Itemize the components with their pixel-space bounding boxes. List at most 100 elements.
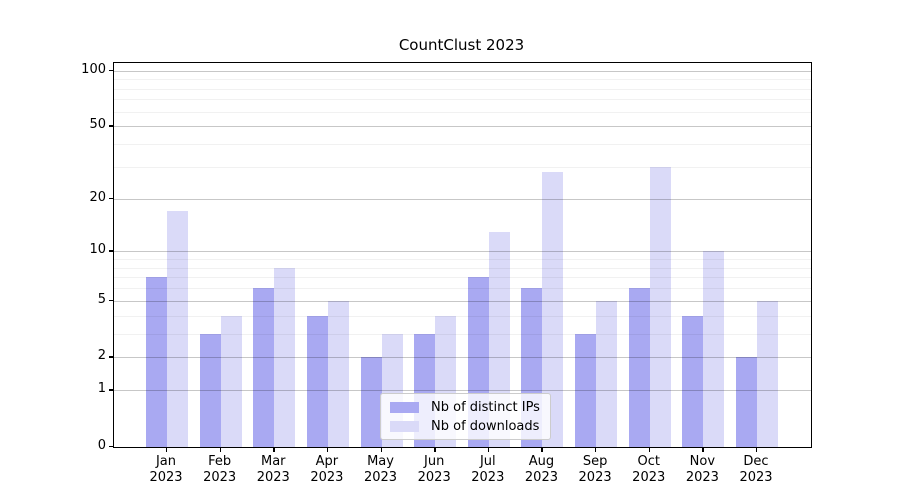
bar-downloads	[649, 167, 671, 447]
major-gridline	[114, 198, 811, 200]
bar-downloads	[220, 315, 242, 447]
y-tick-mark	[109, 69, 113, 72]
x-tick-label: Mar 2023	[245, 454, 301, 486]
x-tick-mark	[380, 448, 382, 452]
x-tick-year: 2023	[524, 470, 558, 485]
y-tick-label: 100	[81, 61, 106, 77]
minor-gridline	[114, 88, 811, 90]
minor-gridline	[114, 315, 811, 317]
x-tick-year: 2023	[363, 470, 398, 485]
minor-gridline	[114, 99, 811, 101]
major-gridline	[114, 300, 811, 302]
x-tick-month: May	[367, 454, 394, 469]
x-tick-label: May 2023	[353, 454, 409, 486]
minor-gridline	[114, 259, 811, 261]
x-tick-mark	[273, 448, 275, 452]
x-tick-mark	[487, 448, 490, 452]
x-tick-label: Jan 2023	[138, 454, 194, 486]
x-tick-month: Sep	[582, 454, 608, 469]
y-tick-label: 10	[89, 242, 106, 258]
y-tick-label: 50	[89, 117, 106, 133]
x-tick-year: 2023	[203, 470, 237, 485]
x-tick-label: Nov 2023	[674, 454, 730, 486]
x-tick-label: Sep 2023	[567, 454, 623, 486]
bar-distinct-ips	[306, 315, 328, 447]
minor-gridline	[114, 79, 811, 81]
x-tick-month: Aug	[528, 454, 555, 469]
minor-gridline	[114, 167, 811, 168]
y-tick-label: 2	[97, 348, 106, 364]
bar-distinct-ips	[253, 288, 275, 447]
x-tick-month: Jan	[155, 454, 177, 469]
y-tick-label: 1	[97, 381, 106, 397]
bar-downloads	[757, 300, 778, 447]
y-tick-mark	[109, 389, 113, 391]
minor-gridline	[114, 267, 811, 269]
bar-downloads	[327, 300, 349, 447]
legend-item: Nb of distinct IPs	[390, 399, 540, 415]
bar-downloads	[167, 211, 188, 447]
bar-downloads	[596, 300, 618, 447]
legend-swatch	[390, 401, 419, 413]
x-tick-year: 2023	[149, 470, 183, 485]
x-tick-mark	[702, 448, 704, 452]
x-tick-label: Jun 2023	[406, 454, 462, 486]
bar-downloads	[703, 251, 725, 447]
legend-label: Nb of downloads	[431, 418, 540, 434]
bar-distinct-ips	[682, 315, 704, 447]
x-tick-year: 2023	[578, 470, 612, 485]
x-tick-mark	[434, 448, 436, 452]
bar-distinct-ips	[360, 357, 382, 447]
minor-gridline	[114, 111, 811, 113]
minor-gridline	[114, 288, 811, 290]
y-tick-mark	[109, 125, 113, 127]
y-tick-mark	[109, 299, 113, 302]
major-gridline	[114, 251, 811, 253]
x-tick-label: Aug 2023	[513, 454, 569, 486]
bar-distinct-ips	[146, 277, 167, 447]
x-tick-mark	[166, 448, 168, 452]
x-tick-mark	[756, 448, 758, 452]
y-tick-mark	[109, 250, 113, 252]
legend-item: Nb of downloads	[390, 418, 540, 434]
y-tick-label: 0	[97, 438, 106, 453]
plot-area: Nb of distinct IPs Nb of downloads	[113, 62, 812, 448]
x-tick-month: Feb	[208, 454, 232, 469]
x-tick-year: 2023	[256, 470, 290, 485]
bar-downloads	[542, 172, 564, 447]
legend: Nb of distinct IPs Nb of downloads	[380, 393, 551, 440]
bar-distinct-ips	[199, 333, 221, 447]
y-tick-label: 5	[97, 291, 106, 307]
x-tick-month: Nov	[689, 454, 716, 469]
x-tick-mark	[595, 448, 597, 452]
y-tick-label: 20	[89, 189, 106, 205]
legend-swatch	[390, 420, 419, 432]
x-tick-year: 2023	[739, 470, 773, 485]
minor-gridline	[114, 333, 811, 335]
x-tick-month: Mar	[261, 454, 286, 469]
y-tick-mark	[109, 446, 113, 448]
minor-gridline	[114, 277, 811, 279]
x-tick-label: Jul 2023	[460, 454, 516, 486]
major-gridline	[114, 70, 811, 72]
x-tick-year: 2023	[685, 470, 719, 485]
x-tick-mark	[648, 448, 651, 452]
major-gridline	[114, 126, 811, 128]
x-tick-month: Jun	[424, 454, 445, 469]
bar-distinct-ips	[628, 288, 650, 447]
y-tick-mark	[109, 356, 113, 358]
x-tick-label: Apr 2023	[299, 454, 355, 486]
x-tick-mark	[219, 448, 222, 452]
x-tick-year: 2023	[632, 470, 666, 485]
x-tick-year: 2023	[310, 470, 344, 485]
x-tick-mark	[326, 448, 329, 452]
x-tick-month: Dec	[743, 454, 769, 469]
bar-downloads	[274, 267, 296, 447]
major-gridline	[114, 357, 811, 359]
x-tick-year: 2023	[417, 470, 451, 485]
x-tick-year: 2023	[471, 470, 505, 485]
x-tick-label: Oct 2023	[621, 454, 677, 486]
bar-distinct-ips	[736, 357, 757, 447]
minor-gridline	[114, 144, 811, 146]
